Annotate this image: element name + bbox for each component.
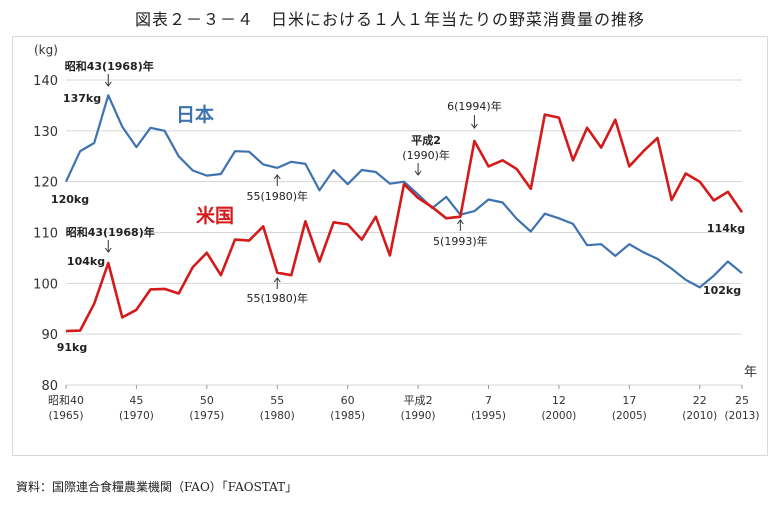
- annotation-label: 昭和43(1968)年: [65, 59, 154, 73]
- y-tick-label: 80: [41, 379, 58, 394]
- x-tick-label: (1965): [49, 410, 84, 422]
- x-tick-label: 7: [485, 394, 492, 407]
- chart-title: 図表２－３－４ 日米における１人１年当たりの野菜消費量の推移: [134, 10, 645, 29]
- x-tick-label: (1975): [189, 410, 224, 422]
- y-tick-label: 140: [33, 74, 58, 89]
- annotation-arrow: [471, 123, 478, 129]
- annotation-arrow: [273, 277, 281, 283]
- x-tick-label: (1990): [401, 410, 436, 422]
- value-label: 91kg: [57, 341, 88, 354]
- annotation-arrow: [104, 247, 112, 253]
- x-tick-label: 12: [552, 394, 566, 407]
- value-label: 120kg: [51, 193, 89, 206]
- x-tick-label: (2000): [541, 410, 576, 422]
- value-label: 104kg: [67, 255, 105, 268]
- x-axis-label: 年: [744, 365, 757, 380]
- series-line: [65, 113, 744, 333]
- x-tick-label: 22: [693, 394, 707, 407]
- series-label: 日本: [176, 103, 214, 126]
- annotation-arrow: [414, 170, 422, 176]
- annotation-label: 昭和43(1968)年: [66, 225, 155, 239]
- annotation-label: 55(1980)年: [246, 189, 308, 203]
- chart-frame: [12, 36, 768, 456]
- x-tick-label: 45: [129, 394, 143, 407]
- source-note: 資料：国際連合食糧農業機関（FAO）「FAOSTAT」: [16, 480, 298, 494]
- series-line: [65, 94, 743, 289]
- value-label: 114kg: [707, 222, 745, 235]
- value-label: 102kg: [703, 284, 741, 297]
- x-tick-label: (1980): [260, 410, 295, 422]
- annotation-arrow: [456, 219, 464, 225]
- y-axis-label: (kg): [34, 43, 58, 57]
- x-tick-label: 平成2: [404, 394, 433, 407]
- y-tick-label: 90: [41, 328, 58, 343]
- series-label: 米国: [196, 204, 234, 227]
- annotation-arrow: [104, 81, 112, 87]
- y-tick-label: 110: [33, 227, 58, 242]
- x-tick-label: 50: [200, 394, 214, 407]
- y-tick-label: 100: [33, 277, 58, 292]
- x-tick-label: (2010): [682, 410, 717, 422]
- x-tick-label: 25: [735, 394, 749, 407]
- x-tick-label: 55: [270, 394, 284, 407]
- value-label: 137kg: [63, 92, 101, 105]
- annotation-label: 平成2: [411, 133, 441, 147]
- x-tick-label: 17: [622, 394, 636, 407]
- annotation-label: 55(1980)年: [246, 291, 308, 305]
- x-tick-label: (1985): [330, 410, 365, 422]
- annotation-label: 5(1993)年: [433, 234, 488, 248]
- x-tick-label: 昭和40: [48, 394, 84, 407]
- x-tick-label: 60: [341, 394, 355, 407]
- annotation-arrow: [273, 174, 281, 180]
- x-tick-label: (1970): [119, 410, 154, 422]
- x-tick-label: (2005): [612, 410, 647, 422]
- y-tick-label: 130: [33, 125, 58, 140]
- annotation-label: 6(1994)年: [447, 99, 502, 113]
- annotation-label: (1990)年: [402, 148, 450, 162]
- x-tick-label: (2013): [725, 410, 760, 422]
- x-tick-label: (1995): [471, 410, 506, 422]
- y-tick-label: 120: [33, 176, 58, 191]
